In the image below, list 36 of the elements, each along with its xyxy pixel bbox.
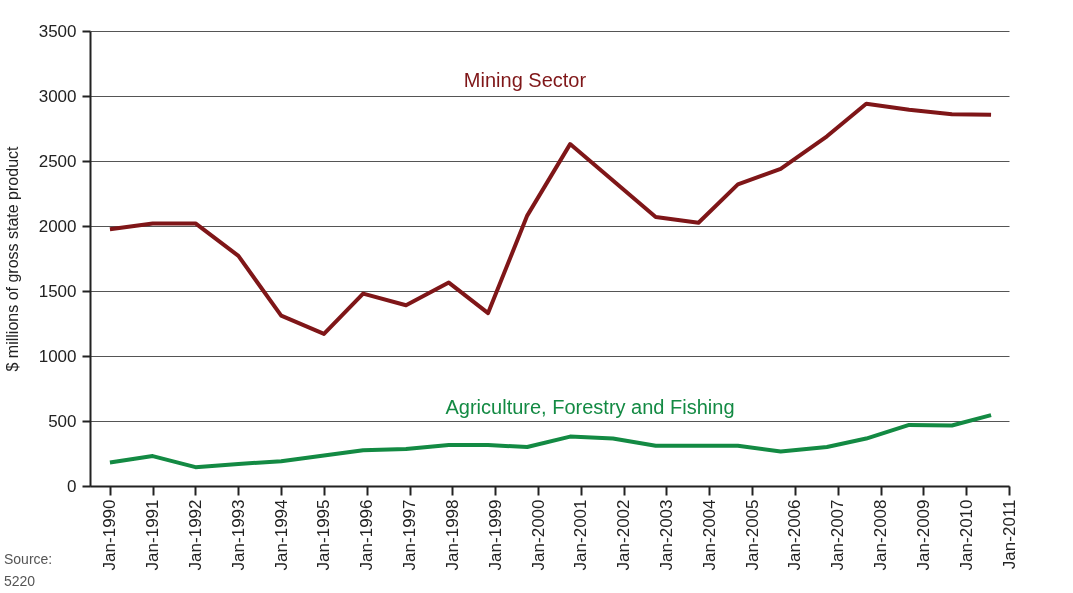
x-tick-label: Jan-2009	[913, 499, 933, 571]
y-tick-label: 2500	[38, 151, 77, 171]
x-tick-label: Jan-2006	[785, 499, 805, 571]
x-tick-label: Jan-1991	[143, 499, 163, 571]
series-label: Agriculture, Forestry and Fishing	[445, 396, 735, 418]
source-note: Source:	[4, 550, 53, 569]
x-tick-label: Jan-2000	[528, 499, 548, 571]
y-tick-label: 3500	[38, 21, 77, 41]
x-tick-label: Jan-2007	[828, 499, 848, 571]
x-tick-label: Jan-2002	[614, 499, 634, 571]
x-tick-label: Jan-1998	[442, 499, 462, 571]
x-tick-label: Jan-2011	[999, 499, 1019, 570]
x-tick-label: Jan-1996	[357, 499, 377, 571]
x-tick-label: Jan-1994	[271, 499, 291, 571]
x-tick-label: Jan-1993	[228, 499, 248, 571]
x-tick-label: Jan-1997	[400, 499, 420, 571]
text: Mining Sector	[463, 69, 587, 91]
text: 5220	[4, 572, 37, 591]
y-tick-label: 1000	[38, 346, 77, 366]
x-tick-label: Jan-2008	[871, 499, 891, 571]
y-tick-label: 2000	[38, 216, 77, 236]
x-tick-label: Jan-1992	[186, 499, 205, 571]
y-axis-title: $ millions of gross state product	[3, 145, 21, 372]
x-tick-label: Jan-2010	[956, 499, 976, 571]
x-tick-label: Jan-1995	[314, 499, 334, 571]
x-tick-label: Jan-1990	[100, 499, 120, 571]
x-tick-label: Jan-2004	[699, 499, 719, 571]
x-tick-label: Jan-1999	[485, 499, 505, 571]
line-series	[107, 101, 994, 336]
x-tick-label: Jan-2005	[742, 499, 762, 571]
y-tick-label: 0	[67, 476, 77, 496]
y-tick-label: 500	[48, 411, 77, 431]
y-tick-label: 1500	[38, 281, 77, 301]
y-tick-label: 3000	[38, 86, 77, 106]
x-tick-label: Jan-2001	[571, 499, 591, 571]
x-tick-label: Jan-2003	[656, 499, 676, 571]
